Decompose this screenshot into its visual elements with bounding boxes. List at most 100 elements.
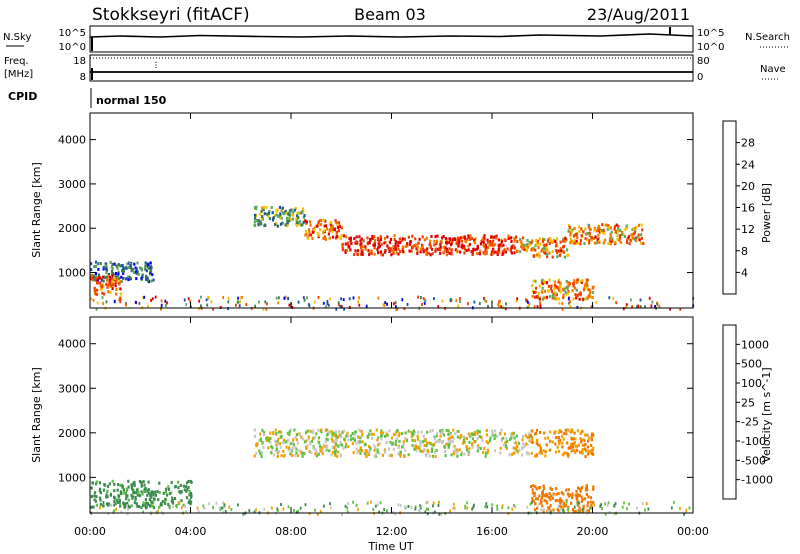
data-cell xyxy=(388,454,391,458)
data-cell xyxy=(196,506,199,510)
data-cell xyxy=(347,445,350,449)
data-cell xyxy=(396,437,399,441)
data-cell xyxy=(286,224,289,228)
data-cell xyxy=(158,491,161,494)
data-cell xyxy=(556,445,559,449)
data-cell xyxy=(575,489,578,493)
data-cell xyxy=(551,496,554,500)
data-cell xyxy=(257,222,260,226)
data-cell xyxy=(495,234,498,238)
data-cell xyxy=(639,298,642,302)
data-cell xyxy=(319,447,322,451)
data-cell xyxy=(372,432,375,436)
data-cell xyxy=(625,224,628,228)
data-cell xyxy=(565,432,568,436)
data-cell xyxy=(265,437,268,440)
data-cell xyxy=(310,451,313,454)
data-cell xyxy=(259,220,262,224)
data-cell xyxy=(337,435,340,439)
data-cell xyxy=(429,245,432,249)
data-cell xyxy=(647,507,650,511)
data-cell xyxy=(563,504,566,508)
data-cell xyxy=(339,304,342,308)
data-cell xyxy=(522,435,525,438)
data-cell xyxy=(536,253,539,257)
data-cell xyxy=(454,238,457,241)
data-cell xyxy=(493,437,496,440)
data-cell xyxy=(685,508,688,512)
data-cell xyxy=(572,234,576,238)
data-cell xyxy=(269,431,272,435)
data-cell xyxy=(122,276,125,280)
data-cell xyxy=(452,502,455,506)
data-cell xyxy=(281,221,284,225)
data-cell xyxy=(479,447,482,451)
data-cell xyxy=(260,216,263,220)
power-ylabel: Slant Range [km] xyxy=(30,162,43,258)
data-cell xyxy=(598,240,601,244)
data-cell xyxy=(308,450,311,454)
data-cell xyxy=(538,255,541,259)
data-cell xyxy=(102,266,105,269)
data-cell xyxy=(116,280,119,283)
data-cell xyxy=(429,442,432,446)
data-cell xyxy=(399,454,402,458)
data-cell xyxy=(538,444,542,448)
data-cell xyxy=(320,447,323,451)
data-cell xyxy=(591,291,594,294)
data-cell xyxy=(656,302,659,306)
colorbar-frame xyxy=(722,324,737,500)
data-cell xyxy=(330,437,333,441)
data-cell xyxy=(322,301,325,305)
data-cell xyxy=(259,438,263,442)
data-cell xyxy=(119,483,122,487)
data-cell xyxy=(358,296,360,300)
data-cell xyxy=(347,501,349,505)
data-cell xyxy=(91,278,94,282)
data-cell xyxy=(560,505,563,509)
data-cell xyxy=(498,303,501,307)
data-cell xyxy=(145,501,148,505)
data-cell xyxy=(572,297,575,301)
data-cell xyxy=(463,247,467,251)
data-cell xyxy=(572,508,575,511)
data-cell xyxy=(370,252,373,256)
freq-right-tick-bottom: 0 xyxy=(697,72,703,83)
data-cell xyxy=(115,292,118,296)
data-cell xyxy=(383,236,387,240)
data-cell xyxy=(114,502,117,506)
data-cell xyxy=(412,429,415,433)
data-cell xyxy=(670,506,673,510)
data-cell xyxy=(482,236,485,240)
data-cell xyxy=(133,262,136,266)
x-tick-label: 00:00 xyxy=(74,525,106,538)
data-cell xyxy=(113,262,116,266)
data-cell xyxy=(164,299,167,303)
data-cell xyxy=(439,245,442,249)
data-cell xyxy=(456,238,459,242)
data-cell xyxy=(457,304,460,308)
data-cell xyxy=(142,296,145,300)
data-cell xyxy=(585,278,588,282)
data-cell xyxy=(422,297,425,301)
data-cell xyxy=(476,432,479,435)
data-cell xyxy=(285,445,288,449)
data-cell xyxy=(533,305,536,309)
data-cell xyxy=(548,251,551,255)
data-cell xyxy=(187,297,190,301)
data-cell xyxy=(482,244,485,248)
data-cell xyxy=(513,239,516,243)
data-cell xyxy=(558,429,561,432)
data-cell xyxy=(368,445,371,449)
data-cell xyxy=(94,276,98,280)
data-cell xyxy=(488,439,491,443)
data-cell xyxy=(426,430,429,434)
data-cell xyxy=(496,507,499,511)
data-cell xyxy=(563,255,567,259)
data-cell xyxy=(331,433,334,437)
data-cell xyxy=(380,242,383,246)
data-cell xyxy=(222,296,225,299)
data-cell xyxy=(334,447,337,451)
data-cell xyxy=(308,233,311,237)
data-cell xyxy=(485,433,489,437)
